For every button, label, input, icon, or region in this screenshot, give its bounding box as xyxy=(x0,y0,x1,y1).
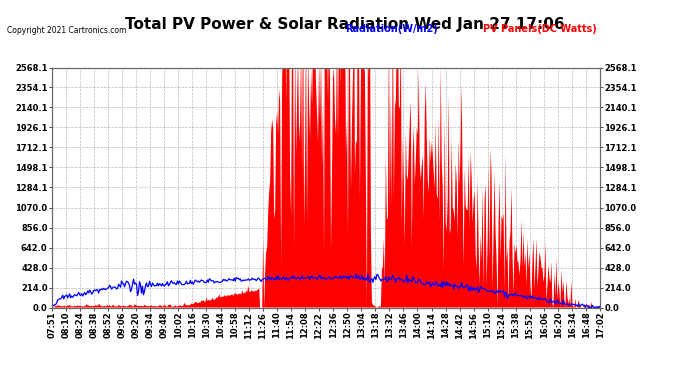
Text: Total PV Power & Solar Radiation Wed Jan 27 17:06: Total PV Power & Solar Radiation Wed Jan… xyxy=(125,17,565,32)
Text: Copyright 2021 Cartronics.com: Copyright 2021 Cartronics.com xyxy=(7,26,126,35)
Text: PV Panels(DC Watts): PV Panels(DC Watts) xyxy=(483,24,597,34)
Text: Radiation(W/m2): Radiation(W/m2) xyxy=(345,24,437,34)
